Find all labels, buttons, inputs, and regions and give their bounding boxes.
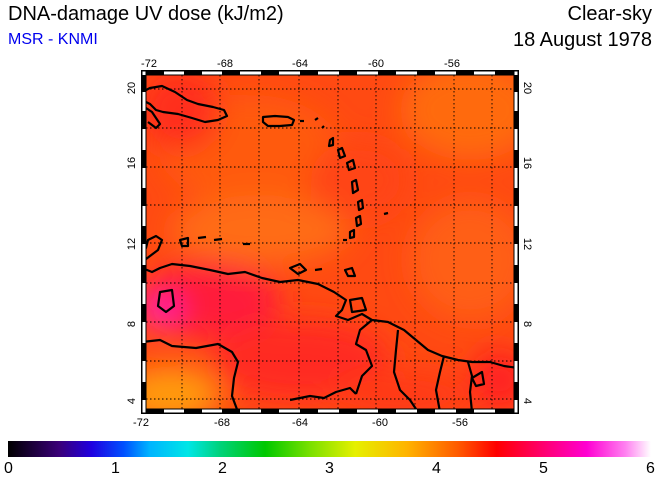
map-title: DNA-damage UV dose (kJ/m2) <box>8 3 284 25</box>
lat-label: 20 <box>126 82 138 94</box>
coastlines <box>142 84 518 413</box>
color-scale-bar <box>8 441 651 457</box>
color-scale-label: 2 <box>218 460 227 477</box>
lon-label: -56 <box>444 58 460 70</box>
lat-label: 12 <box>126 238 138 250</box>
lon-label: -60 <box>368 58 384 70</box>
source-label: MSR - KNMI <box>8 31 98 48</box>
map-frame <box>141 70 519 414</box>
date-label: 18 August 1978 <box>512 29 652 51</box>
lon-label: -64 <box>292 58 308 70</box>
color-scale-label: 4 <box>432 460 441 477</box>
lat-labels-left: 4 8 12 16 20 <box>126 82 138 404</box>
lat-label: 12 <box>521 238 533 250</box>
graticule <box>142 71 518 413</box>
color-scale-label: 1 <box>111 460 120 477</box>
color-scale-label: 3 <box>325 460 334 477</box>
lat-label: 16 <box>521 157 533 169</box>
lat-label: 4 <box>521 398 533 404</box>
sky-mode-label: Clear-sky <box>567 3 652 25</box>
lat-label: 16 <box>126 157 138 169</box>
lon-label: -72 <box>133 417 149 429</box>
lat-labels-right: 4 8 12 16 20 <box>521 82 533 404</box>
lat-label: 8 <box>521 321 533 327</box>
lon-label: -72 <box>141 58 157 70</box>
lon-label: -60 <box>372 417 388 429</box>
color-scale-label: 5 <box>539 460 548 477</box>
lon-label: -64 <box>292 417 308 429</box>
lon-label: -56 <box>452 417 468 429</box>
lat-label: 8 <box>126 321 138 327</box>
lat-label: 4 <box>126 398 138 404</box>
color-scale-label: 6 <box>646 460 655 477</box>
lat-label: 20 <box>521 82 533 94</box>
lon-labels-top: -72 -68 -64 -60 -56 <box>141 58 460 70</box>
color-scale-label: 0 <box>4 460 13 477</box>
uv-dose-field <box>142 71 518 413</box>
lon-labels-bottom: -72 -68 -64 -60 -56 <box>133 417 468 429</box>
lon-label: -68 <box>214 417 230 429</box>
lon-label: -68 <box>217 58 233 70</box>
